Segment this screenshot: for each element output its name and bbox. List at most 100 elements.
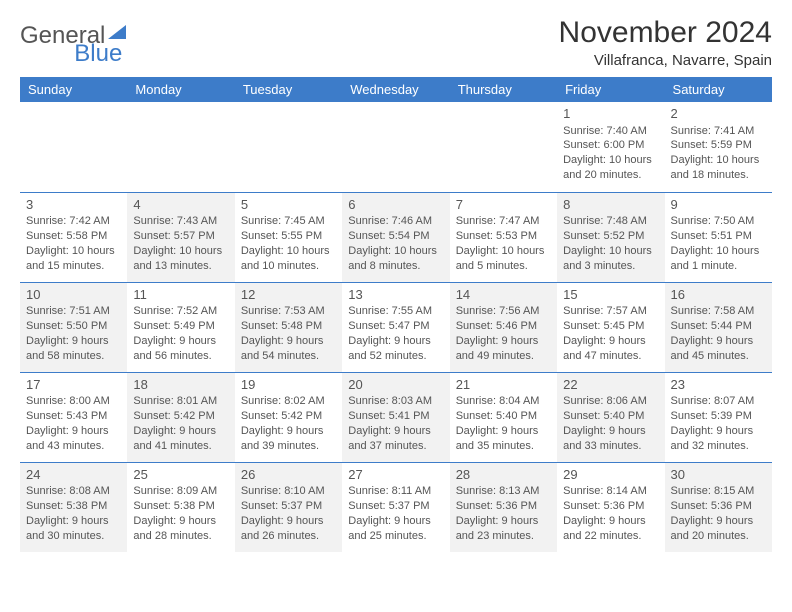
sunrise-text: Sunrise: 7:43 AM bbox=[133, 214, 228, 229]
daylight2-text: and 10 minutes. bbox=[241, 259, 336, 274]
calendar-cell bbox=[235, 102, 342, 192]
sunset-text: Sunset: 5:36 PM bbox=[671, 499, 766, 514]
calendar-cell: 29Sunrise: 8:14 AMSunset: 5:36 PMDayligh… bbox=[557, 462, 664, 552]
daylight2-text: and 49 minutes. bbox=[456, 349, 551, 364]
daylight2-text: and 39 minutes. bbox=[241, 439, 336, 454]
day-number: 20 bbox=[348, 376, 443, 394]
daylight1-text: Daylight: 9 hours bbox=[563, 424, 658, 439]
daylight2-text: and 54 minutes. bbox=[241, 349, 336, 364]
day-number: 25 bbox=[133, 466, 228, 484]
daylight1-text: Daylight: 9 hours bbox=[26, 334, 121, 349]
day-number: 5 bbox=[241, 196, 336, 214]
daylight1-text: Daylight: 9 hours bbox=[26, 424, 121, 439]
day-number: 2 bbox=[671, 105, 766, 123]
sunrise-text: Sunrise: 8:06 AM bbox=[563, 394, 658, 409]
calendar-cell: 5Sunrise: 7:45 AMSunset: 5:55 PMDaylight… bbox=[235, 192, 342, 282]
daylight1-text: Daylight: 10 hours bbox=[671, 244, 766, 259]
daylight2-text: and 32 minutes. bbox=[671, 439, 766, 454]
calendar-cell: 22Sunrise: 8:06 AMSunset: 5:40 PMDayligh… bbox=[557, 372, 664, 462]
daylight2-text: and 26 minutes. bbox=[241, 529, 336, 544]
sunset-text: Sunset: 5:46 PM bbox=[456, 319, 551, 334]
calendar-cell: 24Sunrise: 8:08 AMSunset: 5:38 PMDayligh… bbox=[20, 462, 127, 552]
sunrise-text: Sunrise: 7:42 AM bbox=[26, 214, 121, 229]
sunrise-text: Sunrise: 8:01 AM bbox=[133, 394, 228, 409]
calendar-cell bbox=[342, 102, 449, 192]
daylight2-text: and 35 minutes. bbox=[456, 439, 551, 454]
sunrise-text: Sunrise: 8:02 AM bbox=[241, 394, 336, 409]
daylight2-text: and 1 minute. bbox=[671, 259, 766, 274]
sunset-text: Sunset: 5:38 PM bbox=[26, 499, 121, 514]
sunset-text: Sunset: 5:38 PM bbox=[133, 499, 228, 514]
dayname: Friday bbox=[557, 77, 664, 102]
daylight1-text: Daylight: 9 hours bbox=[563, 334, 658, 349]
sunrise-text: Sunrise: 8:14 AM bbox=[563, 484, 658, 499]
daylight2-text: and 43 minutes. bbox=[26, 439, 121, 454]
day-number: 1 bbox=[563, 105, 658, 123]
daylight2-text: and 22 minutes. bbox=[563, 529, 658, 544]
sunset-text: Sunset: 5:45 PM bbox=[563, 319, 658, 334]
sunrise-text: Sunrise: 8:15 AM bbox=[671, 484, 766, 499]
day-number: 28 bbox=[456, 466, 551, 484]
calendar-cell: 2Sunrise: 7:41 AMSunset: 5:59 PMDaylight… bbox=[665, 102, 772, 192]
calendar-cell: 9Sunrise: 7:50 AMSunset: 5:51 PMDaylight… bbox=[665, 192, 772, 282]
sunset-text: Sunset: 5:40 PM bbox=[563, 409, 658, 424]
day-number: 19 bbox=[241, 376, 336, 394]
sunset-text: Sunset: 5:50 PM bbox=[26, 319, 121, 334]
day-number: 17 bbox=[26, 376, 121, 394]
sunset-text: Sunset: 5:54 PM bbox=[348, 229, 443, 244]
calendar-week: 10Sunrise: 7:51 AMSunset: 5:50 PMDayligh… bbox=[20, 282, 772, 372]
daylight2-text: and 5 minutes. bbox=[456, 259, 551, 274]
daylight1-text: Daylight: 10 hours bbox=[563, 244, 658, 259]
day-number: 15 bbox=[563, 286, 658, 304]
daylight1-text: Daylight: 9 hours bbox=[348, 514, 443, 529]
daylight1-text: Daylight: 10 hours bbox=[563, 153, 658, 168]
day-number: 6 bbox=[348, 196, 443, 214]
sunset-text: Sunset: 5:48 PM bbox=[241, 319, 336, 334]
month-title: November 2024 bbox=[559, 16, 772, 50]
sunset-text: Sunset: 5:37 PM bbox=[348, 499, 443, 514]
daylight2-text: and 30 minutes. bbox=[26, 529, 121, 544]
day-number: 3 bbox=[26, 196, 121, 214]
daylight1-text: Daylight: 9 hours bbox=[348, 424, 443, 439]
day-number: 9 bbox=[671, 196, 766, 214]
dayname: Monday bbox=[127, 77, 234, 102]
daylight2-text: and 13 minutes. bbox=[133, 259, 228, 274]
day-number: 13 bbox=[348, 286, 443, 304]
sunset-text: Sunset: 5:57 PM bbox=[133, 229, 228, 244]
calendar-week: 3Sunrise: 7:42 AMSunset: 5:58 PMDaylight… bbox=[20, 192, 772, 282]
calendar-cell: 19Sunrise: 8:02 AMSunset: 5:42 PMDayligh… bbox=[235, 372, 342, 462]
daylight1-text: Daylight: 10 hours bbox=[348, 244, 443, 259]
location: Villafranca, Navarre, Spain bbox=[559, 52, 772, 69]
calendar-cell bbox=[127, 102, 234, 192]
day-number: 24 bbox=[26, 466, 121, 484]
dayname: Thursday bbox=[450, 77, 557, 102]
daylight1-text: Daylight: 9 hours bbox=[133, 424, 228, 439]
daylight2-text: and 3 minutes. bbox=[563, 259, 658, 274]
sunrise-text: Sunrise: 7:47 AM bbox=[456, 214, 551, 229]
daylight1-text: Daylight: 10 hours bbox=[456, 244, 551, 259]
calendar-cell: 12Sunrise: 7:53 AMSunset: 5:48 PMDayligh… bbox=[235, 282, 342, 372]
daylight2-text: and 8 minutes. bbox=[348, 259, 443, 274]
day-number: 23 bbox=[671, 376, 766, 394]
sunrise-text: Sunrise: 7:45 AM bbox=[241, 214, 336, 229]
calendar-cell: 16Sunrise: 7:58 AMSunset: 5:44 PMDayligh… bbox=[665, 282, 772, 372]
header: General Blue November 2024 Villafranca, … bbox=[20, 16, 772, 69]
day-number: 29 bbox=[563, 466, 658, 484]
sunrise-text: Sunrise: 8:00 AM bbox=[26, 394, 121, 409]
calendar-cell: 4Sunrise: 7:43 AMSunset: 5:57 PMDaylight… bbox=[127, 192, 234, 282]
logo: General Blue bbox=[20, 16, 180, 48]
calendar-cell: 10Sunrise: 7:51 AMSunset: 5:50 PMDayligh… bbox=[20, 282, 127, 372]
sunset-text: Sunset: 5:39 PM bbox=[671, 409, 766, 424]
calendar-cell: 30Sunrise: 8:15 AMSunset: 5:36 PMDayligh… bbox=[665, 462, 772, 552]
dayname: Wednesday bbox=[342, 77, 449, 102]
day-number: 26 bbox=[241, 466, 336, 484]
title-block: November 2024 Villafranca, Navarre, Spai… bbox=[559, 16, 772, 69]
calendar-week: 24Sunrise: 8:08 AMSunset: 5:38 PMDayligh… bbox=[20, 462, 772, 552]
sunset-text: Sunset: 5:40 PM bbox=[456, 409, 551, 424]
daylight2-text: and 23 minutes. bbox=[456, 529, 551, 544]
calendar-cell: 7Sunrise: 7:47 AMSunset: 5:53 PMDaylight… bbox=[450, 192, 557, 282]
sunrise-text: Sunrise: 7:55 AM bbox=[348, 304, 443, 319]
sunrise-text: Sunrise: 7:51 AM bbox=[26, 304, 121, 319]
sunset-text: Sunset: 5:36 PM bbox=[563, 499, 658, 514]
logo-text-blue: Blue bbox=[74, 40, 122, 67]
